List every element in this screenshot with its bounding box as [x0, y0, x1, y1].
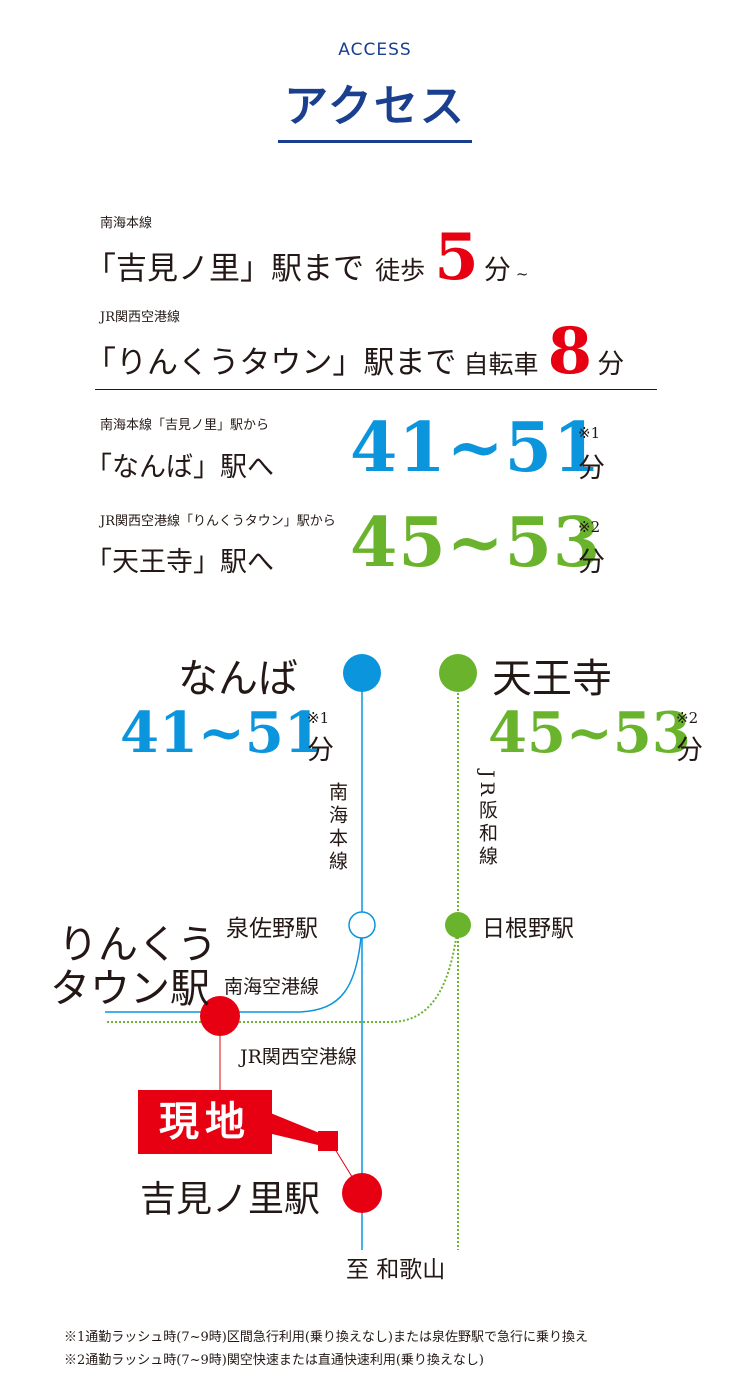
namba-station-dot [343, 654, 381, 692]
namba-time: 41~51 [350, 408, 602, 488]
walk-mode: 徒歩 [375, 256, 426, 285]
site-marker [318, 1131, 338, 1151]
nankai-airport-label: 南海空港線 [224, 976, 320, 998]
walk-minutes: 5 [434, 220, 479, 295]
map-namba-unit: 分 [307, 735, 334, 766]
namba-destination: 「なんば」駅へ [85, 452, 274, 483]
site-pointer [268, 1112, 322, 1146]
map-namba-note: ※1 [307, 709, 330, 727]
walk-destination: 「吉見ノ里」駅まで [85, 251, 364, 287]
yoshiminosato-station-dot [342, 1173, 382, 1213]
footnote-1: ※1通勤ラッシュ時(7~9時)区間急行利用(乗り換えなし)または泉佐野駅で急行に… [64, 1330, 588, 1345]
izumisano-station-dot [348, 911, 376, 939]
walk-line-label: 南海本線 [100, 216, 153, 231]
rinku-label-line1: りんくう [58, 922, 218, 968]
hineno-station-dot [445, 912, 471, 938]
namba-route: 南海本線「吉見ノ里」駅から [100, 418, 270, 433]
map-tennoji-note: ※2 [676, 709, 699, 727]
bike-minutes: 8 [547, 314, 593, 389]
rinku-label-line2: タウン駅 [50, 966, 210, 1012]
tennoji-note-mark: ※2 [578, 518, 601, 536]
jr-hanwa-label: JR阪和線 [476, 770, 498, 869]
tennoji-unit: 分 [578, 547, 605, 578]
izumisano-label: 泉佐野駅 [226, 916, 318, 942]
bike-line-label: JR関西空港線 [100, 310, 180, 325]
bike-unit: 分 [597, 349, 625, 380]
page-title: アクセス [284, 81, 466, 132]
tennoji-route: JR関西空港線「りんくうタウン」駅から [100, 514, 336, 529]
map-tennoji-name: 天王寺 [492, 656, 612, 702]
nankai-main-label: 南海本線 [326, 782, 348, 874]
tennoji-station-dot [439, 654, 477, 692]
map-tennoji-unit: 分 [676, 735, 703, 766]
rinku-station-dot [200, 996, 240, 1036]
walk-row: 「吉見ノ里」駅まで 徒歩 5 分 ~ [85, 226, 529, 290]
map-namba-name: なんば [178, 656, 298, 702]
nankai-airport-line [105, 924, 363, 1013]
bike-row: 「りんくうタウン」駅まで 自転車 8 分 [85, 320, 624, 384]
hineno-label: 日根野駅 [482, 916, 574, 942]
walk-unit: 分 [483, 255, 511, 286]
jr-airport-label: JR関西空港線 [240, 1046, 357, 1068]
footnote-2: ※2通勤ラッシュ時(7~9時)関空快速または直通快速利用(乗り換えなし) [64, 1353, 484, 1368]
bike-mode: 自転車 [463, 350, 539, 379]
section-divider [95, 389, 657, 390]
tennoji-time: 45~53 [350, 503, 602, 583]
tennoji-destination: 「天王寺」駅へ [85, 547, 274, 578]
jr-airport-line [105, 924, 459, 1023]
map-namba-time: 41~51 [120, 700, 323, 766]
namba-unit: 分 [578, 453, 605, 484]
map-tennoji-time: 45~53 [488, 700, 691, 766]
yoshiminosato-label: 吉見ノ里駅 [140, 1179, 321, 1220]
site-badge: 現地 [138, 1090, 272, 1154]
bike-destination: 「りんくうタウン」駅まで [85, 345, 457, 381]
namba-note-mark: ※1 [578, 424, 601, 442]
wakayama-label: 至 和歌山 [346, 1257, 446, 1283]
section-eyebrow: ACCESS [338, 40, 412, 60]
walk-suffix: ~ [515, 265, 529, 283]
title-underline [278, 140, 472, 143]
